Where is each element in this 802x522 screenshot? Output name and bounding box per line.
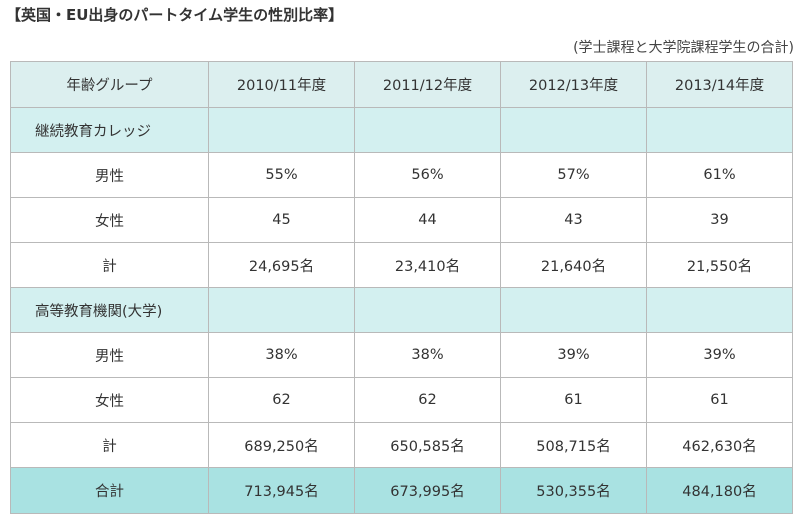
section-cell — [500, 107, 647, 153]
section-cell — [208, 107, 355, 153]
section-cell — [646, 287, 793, 333]
table-row: 男性 38% 38% 39% 39% — [10, 332, 793, 378]
table-cell: 45 — [208, 197, 355, 243]
total-cell: 530,355名 — [500, 467, 647, 514]
table-cell: 61 — [500, 377, 647, 423]
table-row: 男性 55% 56% 57% 61% — [10, 152, 793, 198]
table-cell: 39% — [500, 332, 647, 378]
table-row: 計 24,695名 23,410名 21,640名 21,550名 — [10, 242, 793, 288]
table-cell: 21,550名 — [646, 242, 793, 288]
table-cell: 61 — [646, 377, 793, 423]
section-row-further-education: 継続教育カレッジ — [10, 107, 793, 153]
table-row: 女性 62 62 61 61 — [10, 377, 793, 423]
table-cell: 57% — [500, 152, 647, 198]
table-row: 計 689,250名 650,585名 508,715名 462,630名 — [10, 422, 793, 468]
table-cell: 38% — [208, 332, 355, 378]
row-label: 男性 — [10, 332, 209, 378]
section-label: 継続教育カレッジ — [10, 107, 209, 153]
table-cell: 38% — [354, 332, 501, 378]
row-label: 計 — [10, 242, 209, 288]
table-cell: 43 — [500, 197, 647, 243]
table-cell: 23,410名 — [354, 242, 501, 288]
table-cell: 24,695名 — [208, 242, 355, 288]
section-row-higher-education: 高等教育機関(大学) — [10, 287, 793, 333]
table-cell: 21,640名 — [500, 242, 647, 288]
section-label: 高等教育機関(大学) — [10, 287, 209, 333]
row-label: 女性 — [10, 197, 209, 243]
table-header-row: 年齢グループ 2010/11年度 2011/12年度 2012/13年度 201… — [10, 61, 793, 108]
table-cell: 62 — [354, 377, 501, 423]
section-cell — [646, 107, 793, 153]
section-cell — [208, 287, 355, 333]
table-cell: 689,250名 — [208, 422, 355, 468]
table-note: (学士課程と大学院課程学生の合計) — [573, 40, 794, 56]
section-cell — [354, 287, 501, 333]
row-label: 計 — [10, 422, 209, 468]
table-cell: 55% — [208, 152, 355, 198]
header-2010-11: 2010/11年度 — [208, 61, 355, 108]
data-table: 年齢グループ 2010/11年度 2011/12年度 2012/13年度 201… — [10, 61, 793, 514]
row-label: 女性 — [10, 377, 209, 423]
header-2012-13: 2012/13年度 — [500, 61, 647, 108]
page-title: 【英国・EU出身のパートタイム学生の性別比率】 — [6, 6, 344, 24]
table-cell: 44 — [354, 197, 501, 243]
table-cell: 508,715名 — [500, 422, 647, 468]
table-cell: 650,585名 — [354, 422, 501, 468]
total-row: 合計 713,945名 673,995名 530,355名 484,180名 — [10, 467, 793, 514]
table-cell: 61% — [646, 152, 793, 198]
header-2011-12: 2011/12年度 — [354, 61, 501, 108]
header-2013-14: 2013/14年度 — [646, 61, 793, 108]
row-label: 男性 — [10, 152, 209, 198]
total-cell: 673,995名 — [354, 467, 501, 514]
table-cell: 56% — [354, 152, 501, 198]
section-cell — [500, 287, 647, 333]
header-age-group: 年齢グループ — [10, 61, 209, 108]
table-cell: 62 — [208, 377, 355, 423]
table-cell: 462,630名 — [646, 422, 793, 468]
section-cell — [354, 107, 501, 153]
total-cell: 713,945名 — [208, 467, 355, 514]
table-row: 女性 45 44 43 39 — [10, 197, 793, 243]
table-cell: 39% — [646, 332, 793, 378]
total-cell: 484,180名 — [646, 467, 793, 514]
table-cell: 39 — [646, 197, 793, 243]
total-label: 合計 — [10, 467, 209, 514]
